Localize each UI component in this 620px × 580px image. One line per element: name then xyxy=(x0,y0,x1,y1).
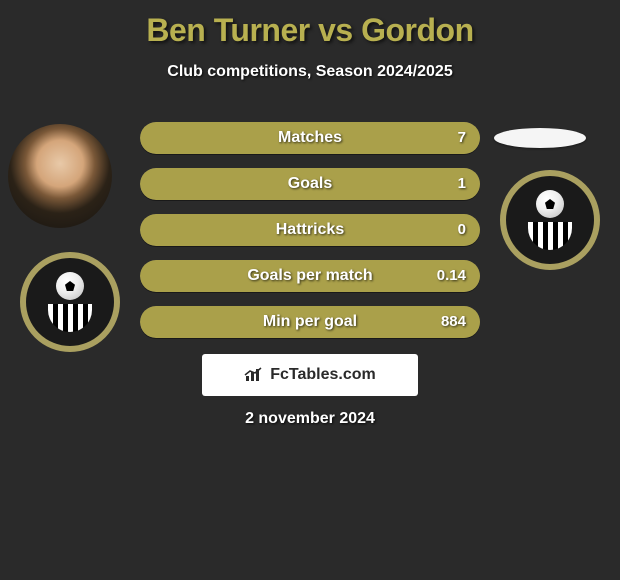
attribution-text: FcTables.com xyxy=(270,366,376,384)
attribution-badge: FcTables.com xyxy=(202,354,418,396)
stat-row-min-per-goal: Min per goal 884 xyxy=(140,306,480,338)
stat-label: Goals per match xyxy=(140,260,480,292)
stat-value-right: 0 xyxy=(458,214,466,246)
bar-chart-icon xyxy=(244,367,264,383)
stat-value-right: 0.14 xyxy=(437,260,466,292)
stat-row-matches: Matches 7 xyxy=(140,122,480,154)
subtitle: Club competitions, Season 2024/2025 xyxy=(0,63,620,81)
stat-row-goals-per-match: Goals per match 0.14 xyxy=(140,260,480,292)
club-badge-right xyxy=(500,170,600,270)
stat-label: Matches xyxy=(140,122,480,154)
page-title: Ben Turner vs Gordon xyxy=(0,0,620,49)
player-photo-left xyxy=(8,124,112,228)
stat-label: Min per goal xyxy=(140,306,480,338)
stat-label: Goals xyxy=(140,168,480,200)
soccer-ball-icon xyxy=(536,190,564,218)
stat-row-hattricks: Hattricks 0 xyxy=(140,214,480,246)
club-stripes-icon xyxy=(48,304,92,332)
club-stripes-icon xyxy=(528,222,572,250)
stat-value-right: 1 xyxy=(458,168,466,200)
stat-value-right: 884 xyxy=(441,306,466,338)
stat-label: Hattricks xyxy=(140,214,480,246)
stat-row-goals: Goals 1 xyxy=(140,168,480,200)
stats-area: Matches 7 Goals 1 Hattricks 0 Goals per … xyxy=(140,122,480,352)
player-photo-right xyxy=(494,128,586,148)
stat-value-right: 7 xyxy=(458,122,466,154)
club-badge-left xyxy=(20,252,120,352)
soccer-ball-icon xyxy=(56,272,84,300)
date-line: 2 november 2024 xyxy=(0,410,620,428)
